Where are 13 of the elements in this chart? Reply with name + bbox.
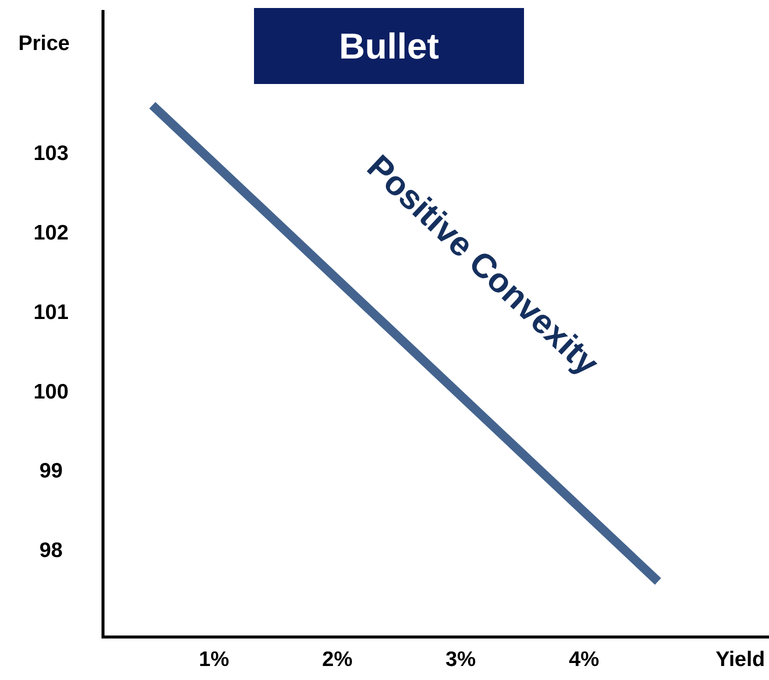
x-axis-title: Yield [716,648,765,671]
y-tick-label: 103 [33,142,69,166]
x-tick-label: 3% [445,648,476,671]
x-tick-label: 2% [322,648,353,671]
y-tick-label: 98 [39,539,63,562]
x-tick-label: 1% [198,648,230,671]
y-axis-title: Price [18,32,70,55]
x-tick-label: 4% [568,648,600,671]
text: Bullet [338,26,440,67]
y-tick-label: 102 [33,222,69,245]
y-tick-label: 100 [33,380,69,404]
y-tick-label: 101 [33,300,69,324]
y-tick-label: 99 [39,460,63,483]
